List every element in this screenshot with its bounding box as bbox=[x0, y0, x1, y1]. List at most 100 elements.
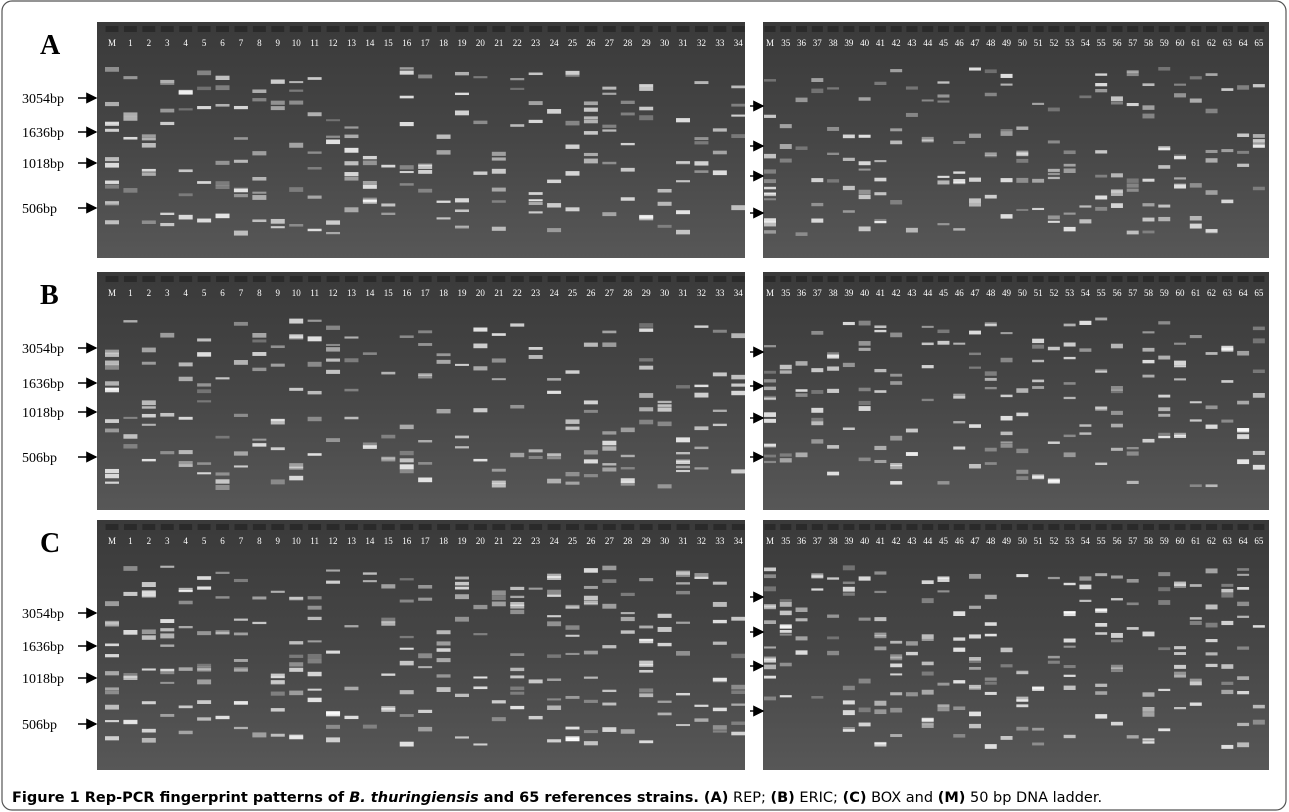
band bbox=[105, 381, 119, 386]
band bbox=[1174, 177, 1187, 180]
band bbox=[399, 171, 414, 174]
band bbox=[1110, 667, 1123, 673]
band bbox=[565, 74, 580, 77]
band bbox=[307, 361, 322, 367]
band bbox=[510, 609, 525, 615]
band bbox=[694, 718, 709, 722]
band bbox=[1016, 388, 1029, 393]
band bbox=[454, 736, 469, 739]
band bbox=[1000, 332, 1013, 335]
band bbox=[1174, 365, 1187, 368]
band bbox=[436, 408, 451, 414]
band bbox=[937, 81, 950, 84]
lane-label: 18 bbox=[439, 288, 449, 298]
band bbox=[399, 450, 414, 456]
band bbox=[510, 323, 525, 327]
lane-label: 31 bbox=[679, 536, 688, 546]
lane-label: 19 bbox=[457, 38, 467, 48]
lane-label: 36 bbox=[797, 38, 807, 48]
band bbox=[454, 225, 469, 229]
well bbox=[123, 524, 137, 530]
well bbox=[1190, 276, 1202, 282]
band bbox=[583, 568, 598, 573]
band bbox=[547, 678, 562, 681]
lane-label: 44 bbox=[923, 536, 933, 546]
band bbox=[1016, 158, 1029, 163]
lane-label: 57 bbox=[1128, 536, 1138, 546]
band bbox=[1047, 655, 1060, 659]
band bbox=[921, 325, 934, 328]
band bbox=[1158, 432, 1171, 437]
lane-label: 39 bbox=[844, 38, 854, 48]
lane-label: 8 bbox=[257, 288, 262, 298]
band bbox=[270, 447, 285, 451]
band bbox=[795, 361, 808, 366]
band bbox=[178, 587, 193, 592]
band bbox=[1095, 195, 1108, 200]
band bbox=[123, 188, 138, 193]
lane-label: 24 bbox=[550, 536, 560, 546]
band bbox=[583, 116, 598, 120]
lane-label: 47 bbox=[971, 38, 981, 48]
band bbox=[620, 454, 635, 458]
band bbox=[779, 124, 792, 129]
band bbox=[252, 339, 267, 343]
band bbox=[764, 646, 776, 649]
band bbox=[1126, 183, 1139, 188]
lane-label: 7 bbox=[239, 536, 244, 546]
well bbox=[1237, 524, 1249, 530]
band bbox=[969, 424, 982, 428]
band bbox=[307, 640, 322, 643]
band bbox=[1237, 434, 1250, 439]
band bbox=[141, 701, 156, 705]
well bbox=[780, 26, 792, 32]
well bbox=[843, 524, 855, 530]
band bbox=[510, 586, 525, 591]
band bbox=[381, 434, 396, 439]
band bbox=[344, 336, 359, 339]
band bbox=[215, 632, 230, 635]
band bbox=[1158, 407, 1171, 412]
band bbox=[676, 161, 691, 164]
band bbox=[858, 387, 871, 392]
lane-label: 46 bbox=[955, 38, 965, 48]
band bbox=[764, 658, 776, 663]
well bbox=[874, 26, 886, 32]
band bbox=[105, 162, 119, 168]
band bbox=[874, 177, 887, 182]
well bbox=[105, 26, 119, 32]
lane-label: 58 bbox=[1144, 536, 1154, 546]
band bbox=[547, 739, 562, 743]
well bbox=[1016, 524, 1028, 530]
band bbox=[811, 330, 824, 335]
band bbox=[160, 619, 175, 623]
band bbox=[565, 427, 580, 430]
band bbox=[858, 678, 871, 684]
band bbox=[1221, 583, 1234, 587]
well bbox=[492, 26, 506, 32]
band bbox=[795, 146, 808, 150]
band bbox=[639, 660, 654, 666]
band bbox=[1174, 378, 1187, 381]
band bbox=[620, 100, 635, 104]
band bbox=[270, 680, 285, 684]
band bbox=[123, 434, 138, 439]
band bbox=[874, 709, 887, 715]
lane-label: 51 bbox=[1034, 288, 1043, 298]
band bbox=[953, 228, 966, 231]
well bbox=[658, 524, 672, 530]
well bbox=[345, 524, 358, 530]
lane-label: 22 bbox=[513, 38, 522, 48]
band bbox=[1142, 359, 1155, 364]
band bbox=[921, 365, 934, 369]
lane-label: 61 bbox=[1191, 38, 1200, 48]
lane-label: 2 bbox=[147, 536, 152, 546]
band bbox=[528, 355, 543, 359]
well bbox=[1237, 276, 1249, 282]
well bbox=[1142, 276, 1154, 282]
gel-image bbox=[97, 22, 745, 258]
band bbox=[602, 92, 617, 95]
band bbox=[620, 427, 635, 433]
band bbox=[1142, 374, 1155, 378]
band bbox=[764, 370, 776, 374]
